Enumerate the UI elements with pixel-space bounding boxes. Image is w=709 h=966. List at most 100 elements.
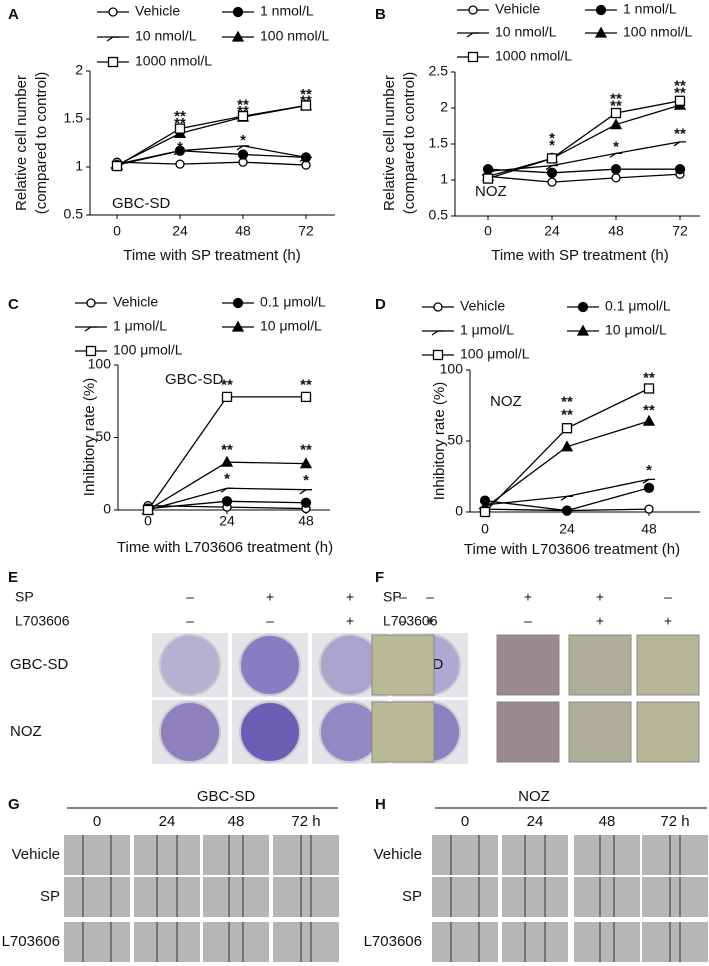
- y-axis-label: Inhibitory rate (%): [81, 378, 98, 496]
- micrograph: [636, 701, 700, 763]
- marker: [610, 164, 622, 175]
- scratch-image: [642, 922, 708, 962]
- x-tick-label: 48: [235, 223, 251, 239]
- marker: [300, 100, 312, 111]
- y-tick-label: 50: [95, 428, 111, 444]
- panel-label: E: [8, 569, 18, 586]
- significance-mark: **: [561, 394, 573, 411]
- x-tick-label: 0: [484, 223, 492, 239]
- well: [159, 634, 221, 696]
- marker: [673, 141, 686, 147]
- row-label: NOZ: [10, 723, 42, 740]
- x-tick-label: 48: [641, 521, 657, 537]
- marker: [142, 504, 154, 516]
- row-label: Vehicle: [374, 846, 422, 863]
- row-label: L703606: [364, 933, 422, 950]
- micrograph: [636, 634, 700, 696]
- treatment-sign: –: [664, 589, 672, 605]
- marker: [232, 6, 244, 18]
- y-tick-label: 1: [440, 171, 448, 187]
- marker: [674, 95, 686, 106]
- marker: [299, 457, 313, 469]
- legend-label: Vehicle: [460, 298, 505, 314]
- marker: [175, 159, 185, 169]
- scratch-image: [502, 835, 568, 875]
- significance-mark: **: [643, 402, 655, 419]
- treatment-sign: –: [426, 589, 434, 605]
- scratch-image: [203, 835, 269, 875]
- marker: [107, 56, 119, 68]
- series-line: [116, 145, 307, 165]
- significance-mark: **: [300, 442, 312, 459]
- column-label: 24: [159, 813, 176, 830]
- chart-annotation: GBC-SD: [112, 195, 171, 212]
- marker: [467, 51, 479, 63]
- legend-label: 10 nmol/L: [495, 24, 557, 40]
- marker: [546, 167, 558, 178]
- significance-mark: **: [174, 108, 186, 125]
- x-tick-label: 48: [608, 223, 624, 239]
- series-line: [487, 141, 681, 173]
- scratch-image: [642, 877, 708, 917]
- significance-mark: **: [561, 406, 573, 423]
- x-tick-label: 24: [172, 223, 188, 239]
- micrograph: [568, 701, 632, 763]
- legend-label: 1 nmol/L: [623, 1, 677, 17]
- significance-mark: *: [177, 139, 183, 156]
- significance-mark: **: [300, 93, 312, 110]
- marker: [468, 5, 478, 15]
- marker: [237, 149, 249, 160]
- well: [159, 701, 221, 763]
- marker: [674, 164, 686, 175]
- marker: [86, 298, 96, 308]
- scratch-image: [502, 877, 568, 917]
- legend-label: Vehicle: [113, 294, 158, 310]
- treatment-sign: –: [399, 613, 407, 629]
- scratch-image: [502, 922, 568, 962]
- significance-mark: *: [549, 137, 555, 154]
- significance-mark: *: [240, 132, 246, 149]
- y-tick-label: 100: [440, 361, 464, 377]
- micrograph: [496, 634, 560, 696]
- significance-mark: **: [300, 86, 312, 103]
- marker: [299, 489, 312, 495]
- row-label: GBC-SD: [10, 656, 69, 673]
- marker: [221, 496, 233, 507]
- panel-label: G: [8, 796, 20, 813]
- scratch-image: [64, 835, 130, 875]
- legend-label: Vehicle: [135, 3, 180, 19]
- scratch-image: [273, 835, 339, 875]
- column-label: 72 h: [291, 813, 320, 830]
- y-tick-label: 2: [440, 99, 448, 115]
- y-tick-label: 0.5: [64, 206, 84, 222]
- significance-mark: *: [549, 130, 555, 147]
- series-line: [487, 168, 680, 174]
- series-line: [484, 478, 650, 506]
- y-axis-label: (compared to control): [33, 72, 50, 215]
- marker: [237, 110, 249, 122]
- column-label: 48: [228, 813, 245, 830]
- x-tick-label: 24: [559, 521, 575, 537]
- marker: [231, 30, 245, 42]
- marker: [610, 107, 622, 119]
- x-axis-label: Time with L703606 treatment (h): [117, 539, 333, 556]
- scratch-image: [273, 877, 339, 917]
- scratch-image: [203, 877, 269, 917]
- legend-label: 10 nmol/L: [135, 28, 197, 44]
- chart-annotation: NOZ: [475, 183, 507, 200]
- marker: [111, 160, 123, 172]
- treatment-label: SP: [383, 589, 402, 605]
- marker: [106, 36, 119, 42]
- treatment-sign: –: [186, 613, 194, 629]
- x-tick-label: 72: [672, 223, 688, 239]
- marker: [85, 345, 97, 357]
- treatment-sign: +: [664, 613, 672, 629]
- marker: [609, 118, 623, 130]
- marker: [231, 320, 245, 332]
- legend-label: 1000 nmol/L: [495, 48, 572, 64]
- chart-annotation: GBC-SD: [165, 371, 224, 388]
- marker: [236, 145, 249, 151]
- marker: [576, 324, 590, 336]
- scratch-image: [273, 922, 339, 962]
- marker: [221, 391, 233, 403]
